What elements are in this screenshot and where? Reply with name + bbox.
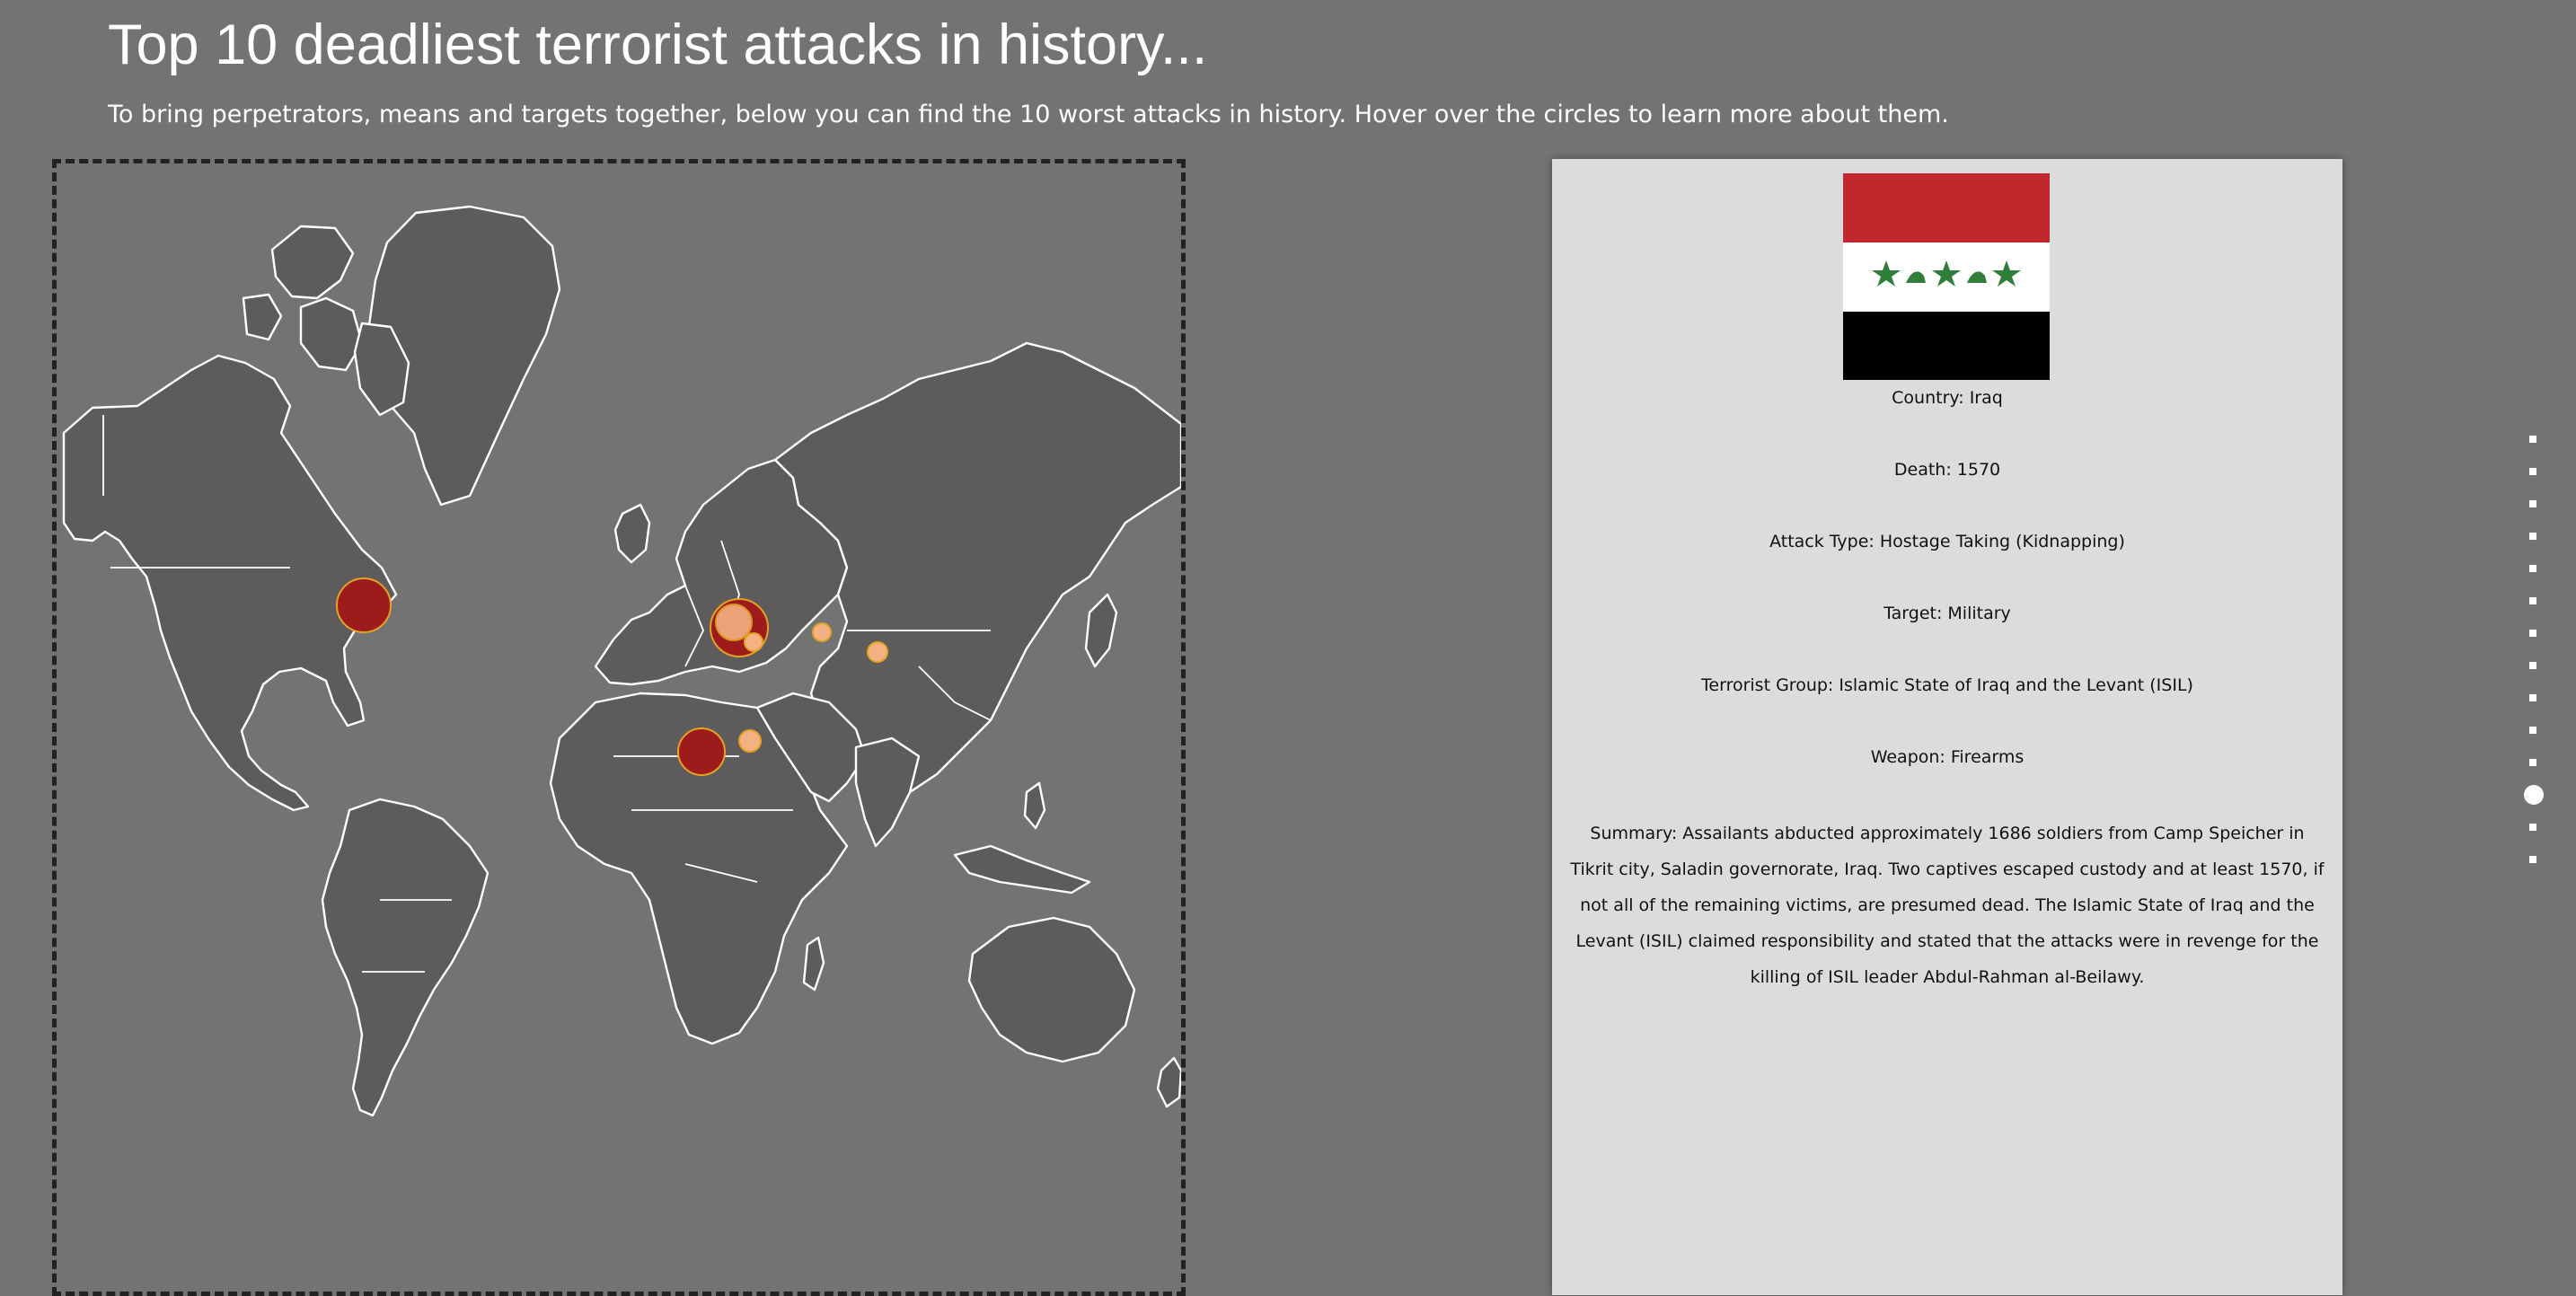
land-uk [613, 503, 651, 564]
page-title: Top 10 deadliest terrorist attacks in hi… [108, 13, 1208, 76]
attack-markers[interactable] [336, 577, 888, 776]
nav-dot[interactable] [2529, 824, 2536, 831]
attack-marker-usa[interactable] [336, 577, 392, 633]
nav-dot[interactable] [2529, 662, 2536, 669]
land-asia [773, 341, 1181, 794]
land-north-america [62, 354, 398, 812]
world-map [52, 159, 1186, 1296]
attack-marker-iraq-medium[interactable] [715, 604, 753, 641]
attack-marker-nepal[interactable] [867, 641, 888, 663]
land-philippines [1023, 781, 1046, 830]
attack-marker-iraq-small[interactable] [744, 632, 763, 652]
target-text: Target: Military [1883, 604, 2011, 623]
nav-dot[interactable] [2529, 565, 2536, 572]
attack-marker-ethiopia[interactable] [738, 729, 762, 753]
nav-dot[interactable] [2529, 759, 2536, 766]
land-new-zealand [1156, 1056, 1181, 1108]
land-madagascar [802, 936, 825, 992]
nav-dot[interactable] [2529, 727, 2536, 734]
land-arctic-islands-2 [299, 296, 364, 372]
map-land [62, 205, 1181, 1117]
nav-dot[interactable] [2529, 436, 2536, 443]
nav-dot[interactable] [2529, 856, 2536, 863]
info-panel: Country: Iraq Death: 1570 Attack Type: H… [1552, 159, 2342, 1295]
nav-dot[interactable] [2529, 533, 2536, 540]
land-india [854, 736, 921, 848]
nav-dot[interactable] [2529, 597, 2536, 604]
attack-type-text: Attack Type: Hostage Taking (Kidnapping) [1769, 532, 2125, 551]
land-arctic-islands-3 [242, 293, 283, 341]
nav-dot[interactable] [2529, 468, 2536, 475]
land-indonesia [953, 844, 1091, 895]
page-subtitle: To bring perpetrators, means and targets… [108, 101, 1949, 128]
attack-marker-congo[interactable] [677, 727, 726, 776]
nav-dot[interactable] [2529, 500, 2536, 507]
land-baffin [353, 322, 410, 417]
summary-text: Summary: Assailants abducted approximate… [1570, 824, 2325, 987]
nav-dot-active[interactable] [2524, 785, 2544, 805]
scroll-navigation [2522, 0, 2558, 1295]
land-arctic-islands [270, 225, 355, 300]
nav-dot[interactable] [2529, 694, 2536, 701]
land-australia [967, 916, 1136, 1063]
terrorist-group-text: Terrorist Group: Islamic State of Iraq a… [1701, 675, 2193, 695]
weapon-text: Weapon: Firearms [1870, 747, 2025, 767]
attack-marker-iran[interactable] [812, 622, 832, 642]
death-text: Death: 1570 [1893, 460, 2001, 480]
land-arabia [755, 692, 867, 803]
country-text: Country: Iraq [1892, 388, 2003, 408]
land-south-america [321, 798, 490, 1117]
iraq-flag-icon [1843, 173, 2050, 380]
nav-dot[interactable] [2529, 630, 2536, 637]
land-japan [1084, 593, 1118, 668]
land-africa [549, 692, 849, 1045]
